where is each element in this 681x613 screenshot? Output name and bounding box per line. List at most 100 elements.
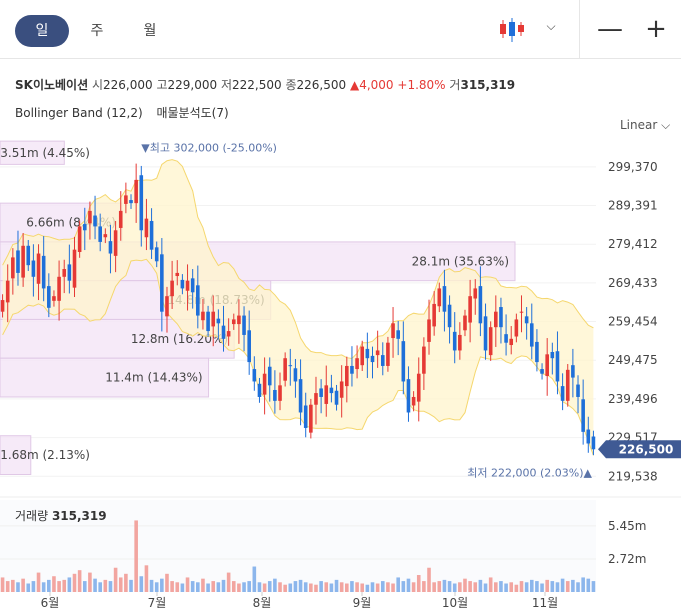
candle: [278, 372, 282, 411]
candle: [47, 273, 51, 318]
toolbar: 일 주 월 ⌵ — +: [0, 0, 681, 59]
candle: [324, 365, 329, 417]
indicator-list: Bollinger Band (12,2) 매물분석도(7): [15, 104, 239, 121]
volume-bar: [375, 583, 380, 592]
indicator-volume-profile[interactable]: 매물분석도(7): [156, 106, 229, 120]
candle-body: [144, 218, 149, 238]
candle: [201, 298, 205, 330]
candle: [149, 208, 154, 259]
scale-mode-select[interactable]: Linear ⌵: [620, 118, 671, 132]
candle-body: [170, 280, 174, 297]
volume-bar: [571, 579, 575, 592]
volume-bar: [149, 579, 154, 592]
candle: [524, 307, 529, 340]
candle: [314, 376, 318, 425]
volume-bar: [231, 581, 236, 592]
candle: [591, 430, 596, 456]
candle-body: [565, 369, 570, 401]
candle-body: [31, 260, 36, 277]
y-tick-label: 299,370: [608, 160, 658, 174]
price-summary: SK이노베이션 시226,000 고229,000 저222,500 종226,…: [15, 76, 515, 93]
volume-bar: [31, 581, 36, 592]
candle-body: [26, 245, 31, 266]
volume-bar: [21, 578, 25, 592]
tab-week[interactable]: 주: [90, 23, 104, 39]
volume-bar: [278, 582, 282, 592]
candle-body: [149, 220, 154, 250]
candle-body: [509, 338, 514, 346]
candle: [77, 220, 82, 258]
candle: [494, 295, 498, 347]
candle: [21, 232, 25, 287]
candle: [257, 377, 262, 403]
volume-bar: [355, 582, 359, 592]
x-tick-label: 9월: [353, 596, 372, 610]
indicator-bollinger[interactable]: Bollinger Band (12,2): [15, 106, 143, 120]
volume-bar: [221, 579, 226, 592]
candle: [391, 307, 395, 358]
candle-body: [242, 315, 246, 335]
candle-body: [458, 334, 462, 351]
candle-body: [226, 331, 231, 337]
candle-body: [139, 175, 144, 231]
volume-profile-bar: [0, 435, 32, 475]
volume-bar: [129, 579, 133, 592]
candle-body: [216, 318, 221, 324]
volume-bar: [432, 582, 436, 592]
volume-bar: [5, 581, 10, 592]
volume-bar: [360, 583, 365, 592]
candle: [247, 310, 251, 375]
volume-bar: [52, 576, 56, 592]
candle: [499, 297, 503, 344]
plus-icon[interactable]: +: [645, 14, 667, 44]
volume-tick-label: 5.45m: [608, 519, 646, 533]
candle-body: [524, 316, 529, 324]
candle-body: [134, 179, 138, 204]
candle: [375, 330, 380, 368]
candle: [288, 348, 293, 386]
candle-body: [221, 325, 226, 339]
candle: [262, 357, 267, 415]
tab-month[interactable]: 월: [143, 23, 157, 39]
candle: [334, 384, 339, 411]
volume-bar: [293, 581, 298, 592]
volume-profile-bar: [0, 357, 210, 398]
candle: [504, 314, 508, 356]
candle: [303, 392, 308, 438]
candle-body: [555, 351, 560, 382]
candle: [62, 259, 67, 294]
candle: [571, 348, 575, 398]
candle-body: [72, 249, 77, 288]
volume-bar: [478, 579, 483, 592]
candle: [560, 373, 565, 411]
chevron-down-icon[interactable]: ⌵: [546, 19, 556, 33]
candle: [360, 340, 365, 371]
volume-bar: [16, 582, 20, 592]
candle: [252, 356, 257, 391]
candlestick-icon[interactable]: [497, 16, 527, 44]
candle: [309, 398, 313, 439]
candle: [93, 195, 97, 240]
candle-body: [180, 279, 185, 289]
volume-bar: [41, 582, 46, 592]
candle-body: [160, 254, 164, 312]
candle-body: [411, 396, 416, 406]
candle: [113, 220, 118, 273]
tab-day[interactable]: 일: [15, 15, 69, 47]
candle-body: [468, 296, 472, 323]
candle: [293, 358, 298, 398]
volume-bar: [324, 582, 329, 592]
candle-body: [185, 280, 190, 291]
candle-body: [560, 386, 565, 401]
candle: [206, 305, 210, 337]
volume-bar: [62, 579, 67, 592]
candle-body: [488, 327, 493, 356]
minus-icon[interactable]: —: [597, 14, 623, 44]
volume-bar: [82, 581, 87, 592]
candle: [216, 309, 221, 340]
volume-bar: [494, 582, 498, 592]
volume-bar: [565, 581, 570, 592]
volume-bar: [401, 581, 406, 592]
candle: [550, 342, 555, 375]
